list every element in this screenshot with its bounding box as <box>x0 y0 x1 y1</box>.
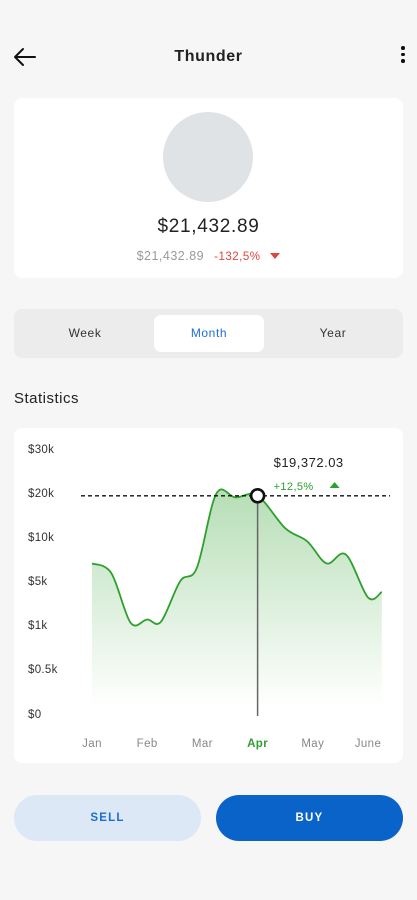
y-tick-label: $0 <box>28 709 41 721</box>
x-tick-label: Mar <box>192 738 213 750</box>
asset-summary-card: $21,432.89 $21,432.89 -132,5% <box>14 98 403 278</box>
app-header: Thunder <box>0 0 417 110</box>
x-tick-label: Feb <box>137 738 158 750</box>
y-tick-label: $0.5k <box>28 664 58 676</box>
x-tick-label: Apr <box>247 738 268 750</box>
y-tick-label: $10k <box>28 532 54 544</box>
more-vertical-icon <box>399 46 407 63</box>
tab-week[interactable]: Week <box>68 326 102 340</box>
current-price: $21,432.89 <box>157 216 260 237</box>
arrow-left-icon <box>14 48 36 66</box>
secondary-price: $21,432.89 <box>136 249 205 263</box>
x-tick-label: Jan <box>82 738 102 750</box>
x-tick-label: June <box>355 738 382 750</box>
y-tick-label: $30k <box>28 444 54 456</box>
y-tick-label: $1k <box>28 620 47 632</box>
period-tabs: Week Month Year <box>14 309 403 358</box>
triangle-down-icon <box>270 252 281 259</box>
buy-button[interactable]: BUY <box>216 795 403 841</box>
price-change: -132,5% <box>214 251 261 263</box>
tooltip-value: $19,372.03 <box>274 455 344 470</box>
page-title: Thunder <box>174 48 243 65</box>
tab-year[interactable]: Year <box>319 326 347 340</box>
highlight-point <box>249 487 266 504</box>
price-change-row: $21,432.89 -132,5% <box>14 249 403 263</box>
more-options-button[interactable] <box>399 46 407 68</box>
back-button[interactable] <box>12 44 38 70</box>
x-tick-label: May <box>301 738 324 750</box>
series-line <box>91 488 383 627</box>
statistics-chart-card: $30k $20k $10k $5k $1k $0.5k $0 Jan Feb Mar Apr May… <box>14 428 403 763</box>
triangle-up-icon <box>329 482 340 488</box>
statistics-chart[interactable]: $30k $20k $10k $5k $1k $0.5k $0 Jan Feb Mar Apr May… <box>14 428 403 763</box>
y-tick-label: $20k <box>28 488 54 500</box>
y-tick-label: $5k <box>28 576 47 588</box>
statistics-heading: Statistics <box>14 390 80 407</box>
asset-avatar <box>163 112 253 202</box>
sell-button[interactable]: SELL <box>14 795 201 841</box>
series-area <box>92 489 382 706</box>
tooltip-change: +12,5% <box>274 481 314 493</box>
tab-month[interactable]: Month <box>154 315 264 352</box>
